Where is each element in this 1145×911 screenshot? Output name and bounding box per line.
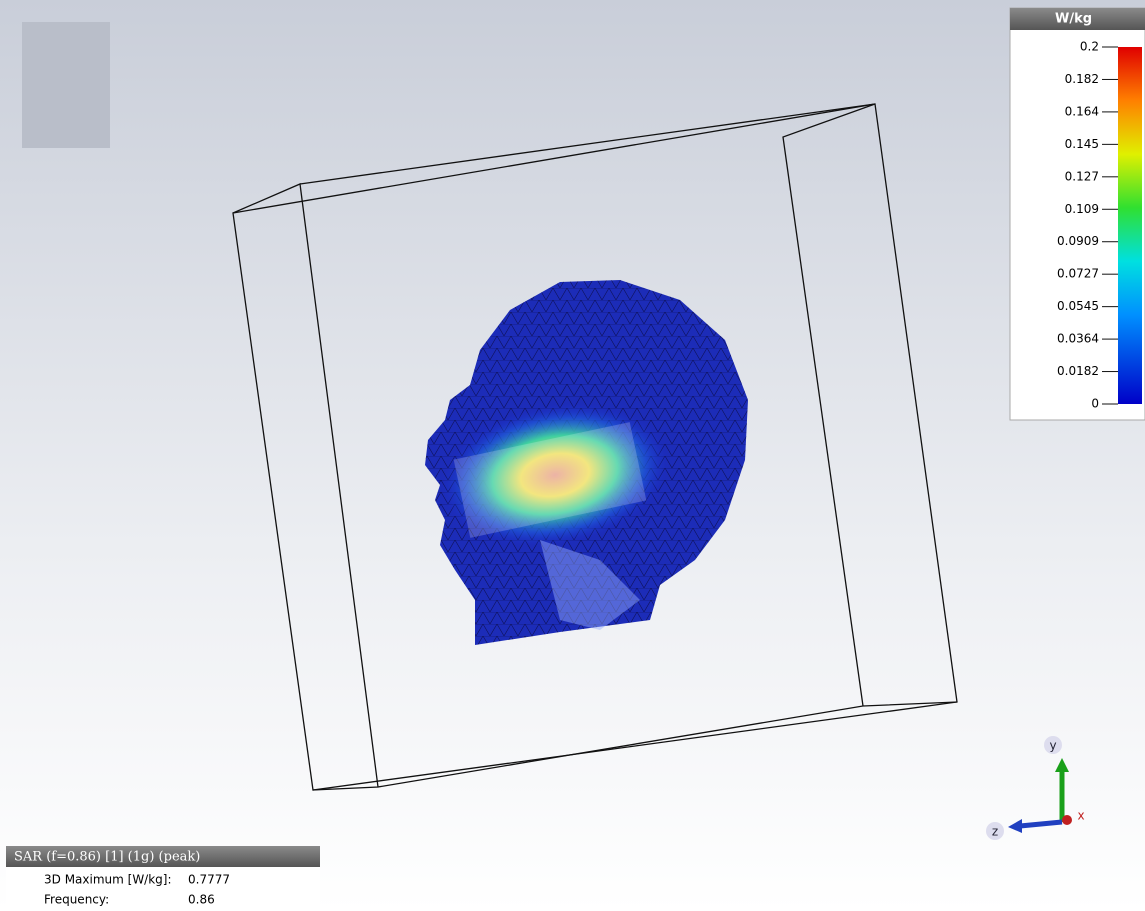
axis-label: x	[1077, 809, 1084, 823]
page: W/kg 0.2 0.182 0.164 0.145 0.127 0.109 0.0909 0…	[0, 0, 1145, 911]
colorbar	[1118, 47, 1142, 404]
colorbar-label: 0.0182	[1057, 364, 1099, 378]
panel-title: SAR (f=0.86) [1] (1g) (peak)	[14, 850, 200, 865]
viewport: W/kg 0.2 0.182 0.164 0.145 0.127 0.109 0.0909 0…	[0, 0, 1145, 911]
colorbar-label: 0.127	[1065, 169, 1099, 183]
colorbar-label: 0.109	[1065, 202, 1099, 216]
colorbar-label: 0.0364	[1057, 332, 1099, 346]
row-label: Frequency:	[44, 893, 109, 907]
axis-label: z	[992, 825, 998, 839]
colorbar-label: 0.164	[1065, 104, 1099, 118]
colorbar-label: 0.0545	[1057, 299, 1099, 313]
colorbar-label: 0.2	[1080, 40, 1099, 54]
row-label: 3D Maximum [W/kg]:	[44, 873, 172, 887]
axis-label: y	[1049, 739, 1056, 753]
colorbar-label: 0.0727	[1057, 267, 1099, 281]
colorbar-title: W/kg	[1055, 12, 1092, 27]
row-value: 0.7777	[188, 873, 230, 887]
colorbar-panel: W/kg 0.2 0.182 0.164 0.145 0.127 0.109 0.0909 0…	[1010, 8, 1145, 420]
row-value: 0.86	[188, 893, 215, 907]
colorbar-label: 0	[1091, 397, 1099, 411]
colorbar-label: 0.0909	[1057, 234, 1099, 248]
colorbar-label: 0.182	[1065, 72, 1099, 86]
result-panel: SAR (f=0.86) [1] (1g) (peak) 3D Maximum …	[6, 846, 320, 911]
colorbar-label: 0.145	[1065, 137, 1099, 151]
placeholder	[22, 22, 110, 148]
